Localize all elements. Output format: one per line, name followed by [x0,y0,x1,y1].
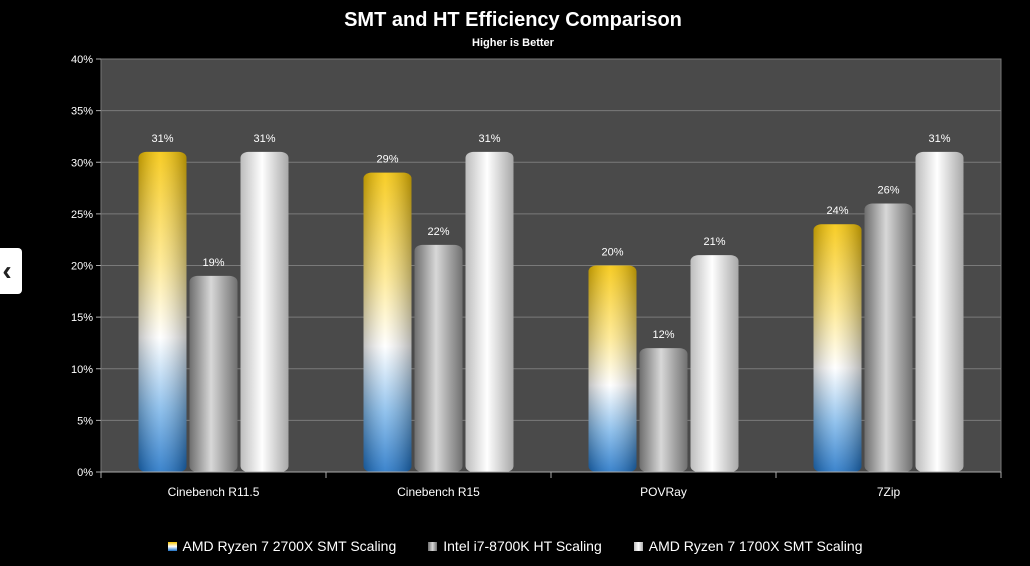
legend-label: Intel i7-8700K HT Scaling [443,538,602,554]
data-label: 12% [652,329,674,341]
bar: 22% [414,226,463,472]
bar: 12% [639,329,688,472]
legend-swatch [633,541,643,551]
bar: 21% [690,236,739,472]
bar-body [240,151,289,473]
bar: 31% [240,133,289,473]
bar: 31% [915,133,964,473]
y-tick-label: 0% [77,467,93,479]
bar: 26% [864,185,913,473]
y-axis: 0% 5% 10% 15% 20% 25% 30% 35% 40% [71,54,101,479]
y-tick-label: 40% [71,54,93,66]
legend-item-amd-1700x: AMD Ryzen 7 1700X SMT Scaling [633,538,863,554]
y-tick-label: 5% [77,415,93,427]
data-label: 19% [202,257,224,269]
bar: 29% [363,154,412,472]
y-tick-label: 25% [71,209,93,221]
y-tick-label: 35% [71,106,93,118]
data-label: 31% [253,133,275,145]
y-tick-label: 10% [71,364,93,376]
data-label: 24% [826,205,848,217]
data-label: 21% [703,236,725,248]
bar: 31% [138,133,187,473]
legend-label: AMD Ryzen 7 2700X SMT Scaling [182,538,397,554]
bar: 31% [465,133,514,473]
legend-swatch [167,541,177,551]
data-label: 31% [928,133,950,145]
x-axis: Cinebench R11.5 Cinebench R15 POVRay 7Zip [100,471,1002,499]
bar-body [465,151,514,473]
x-tick-label: POVRay [640,485,687,499]
bar: 19% [189,257,238,472]
legend-label: AMD Ryzen 7 1700X SMT Scaling [648,538,863,554]
bar-shade [588,265,637,472]
bar: 20% [588,247,637,472]
y-tick-label: 20% [71,261,93,273]
bar: 24% [813,205,862,472]
data-label: 20% [601,247,623,259]
legend-item-intel-8700k: Intel i7-8700K HT Scaling [428,538,602,554]
y-tick-label: 30% [71,157,93,169]
bar-body [915,151,964,473]
bars: 31% 19% 31% 29% 22% 31% 20% 12% 21% 24% 26% 31% [138,133,964,473]
chart-subtitle: Higher is Better [472,37,555,49]
legend-swatch [428,541,438,551]
bar-body [414,244,463,472]
bar-body [690,255,739,472]
chart-title: SMT and HT Efficiency Comparison [344,9,682,31]
bar-body [864,203,913,473]
legend: AMD Ryzen 7 2700X SMT Scaling Intel i7-8… [0,538,1030,554]
data-label: 31% [478,133,500,145]
data-label: 29% [376,154,398,166]
data-label: 31% [151,133,173,145]
bar-shade [363,172,412,472]
x-tick-label: Cinebench R11.5 [168,485,260,499]
legend-item-amd-2700x: AMD Ryzen 7 2700X SMT Scaling [167,538,397,554]
bar-body [639,348,688,472]
x-tick-label: 7Zip [877,485,901,499]
data-label: 22% [427,226,449,238]
prev-slide-button[interactable]: ‹ [0,248,22,294]
bar-shade [138,151,187,473]
data-label: 26% [877,185,899,197]
chevron-left-icon: ‹ [2,255,12,286]
y-tick-label: 15% [71,312,93,324]
bar-body [189,275,238,472]
bar-shade [813,224,862,472]
x-tick-label: Cinebench R15 [397,485,480,499]
